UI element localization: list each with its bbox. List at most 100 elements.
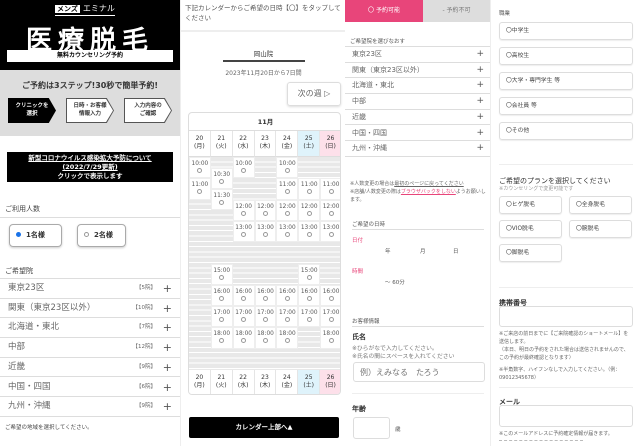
- next-week-button[interactable]: 次の週 ▷: [287, 82, 341, 106]
- plus-icon[interactable]: +: [476, 111, 484, 122]
- browser-back-link[interactable]: ブラウザバックをしない: [400, 189, 456, 195]
- step-label: 日時・お客様: [73, 103, 107, 109]
- note-text: ようお願いします。: [350, 189, 486, 203]
- time-slot[interactable]: 17:00: [232, 306, 255, 328]
- region-row[interactable]: 近畿 【9院】 +: [0, 358, 180, 378]
- time-slot[interactable]: 18:00: [232, 327, 255, 349]
- covid-notice-button[interactable]: 新型コロナウイルス感染拡大予防について (2022/7/29更新) クリックで表…: [7, 152, 173, 182]
- time-slot[interactable]: 16:00: [210, 284, 233, 307]
- job-option[interactable]: 〇会社員 等: [499, 97, 633, 115]
- plus-icon[interactable]: +: [162, 301, 172, 315]
- job-option[interactable]: 〇高校生: [499, 47, 633, 65]
- job-option[interactable]: 〇中学生: [499, 22, 633, 40]
- time-slot[interactable]: 16:00: [298, 284, 321, 307]
- region-row[interactable]: 中国・四国 【6院】 +: [0, 378, 180, 397]
- plan-option[interactable]: 〇ヒゲ脱毛: [499, 196, 562, 214]
- step-label: 情報入力: [78, 111, 101, 117]
- job-option[interactable]: 〇その他: [499, 122, 633, 140]
- region-row[interactable]: 中部 【12院】 +: [0, 338, 180, 358]
- time-slot[interactable]: 17:00: [298, 306, 321, 328]
- time-slot[interactable]: 16:00: [276, 284, 299, 307]
- time-slot[interactable]: 15:00: [298, 263, 321, 285]
- time-slot[interactable]: 11:30: [210, 188, 233, 211]
- clinic-name: 岡山院: [253, 50, 274, 58]
- region-row[interactable]: 九州・沖縄 【9院】 +: [0, 397, 180, 417]
- day-weekday: (月): [194, 143, 205, 150]
- reselect-region-row[interactable]: 北海道・東北 +: [345, 78, 490, 95]
- time-slot[interactable]: 18:00: [254, 327, 277, 349]
- plan-option[interactable]: 〇全身脱毛: [569, 196, 632, 214]
- region-hint: ご希望の地域を選択してください。: [5, 425, 93, 431]
- time-slot[interactable]: 15:00: [210, 263, 233, 285]
- plus-icon[interactable]: +: [162, 400, 172, 414]
- time-slot[interactable]: 18:00: [210, 327, 233, 349]
- mail-input[interactable]: [499, 405, 633, 427]
- time-slot[interactable]: 13:00: [254, 220, 277, 243]
- plan-option[interactable]: 〇脚脱毛: [499, 244, 562, 262]
- time-slot[interactable]: 11:00: [276, 178, 299, 200]
- plus-icon[interactable]: +: [476, 49, 484, 59]
- people-option-2[interactable]: 2名様: [77, 224, 126, 247]
- time-slot[interactable]: 11:00: [298, 178, 321, 200]
- reselect-region-row[interactable]: 東京23区 +: [345, 47, 490, 63]
- reselect-region-row[interactable]: 近畿 +: [345, 110, 490, 126]
- region-row[interactable]: 東京23区 【5院】 +: [0, 279, 180, 299]
- page-subtitle: 無料カウンセリング予約: [7, 50, 173, 62]
- plus-icon[interactable]: +: [476, 96, 484, 107]
- time-slot[interactable]: 10:00: [276, 157, 299, 179]
- time-slot[interactable]: 13:00: [298, 220, 321, 243]
- time-slot[interactable]: 11:00: [320, 178, 340, 200]
- plus-icon[interactable]: +: [476, 143, 484, 154]
- time-slot[interactable]: 12:00: [320, 199, 340, 221]
- time-slot[interactable]: 16:00: [254, 284, 277, 307]
- time-slot[interactable]: 10:00: [189, 157, 211, 179]
- slot-time: 13:00: [322, 224, 340, 231]
- reselect-region-row[interactable]: 関東（東京23区以外） +: [345, 63, 490, 79]
- time-slot[interactable]: 17:00: [276, 306, 299, 328]
- time-slot[interactable]: 12:00: [276, 199, 299, 221]
- time-slot[interactable]: 18:00: [320, 327, 340, 349]
- plus-icon[interactable]: +: [476, 127, 484, 138]
- people-option-1[interactable]: 1名様: [9, 224, 62, 247]
- plan-option[interactable]: 〇腕脱毛: [569, 220, 632, 238]
- time-slot[interactable]: 12:00: [232, 199, 255, 221]
- name-input[interactable]: [353, 362, 485, 382]
- day-header: 25 (土): [298, 370, 321, 394]
- plus-icon[interactable]: +: [162, 360, 172, 374]
- reselect-region-row[interactable]: 中部 +: [345, 94, 490, 110]
- time-slot[interactable]: 17:00: [210, 306, 233, 328]
- slot-time: 10:30: [213, 171, 231, 178]
- time-slot[interactable]: 13:00: [276, 220, 299, 243]
- first-page-link[interactable]: 最初のページに戻ってください: [394, 181, 464, 187]
- time-slot[interactable]: 12:00: [254, 199, 277, 221]
- time-slot[interactable]: 13:00: [232, 220, 255, 243]
- plus-icon[interactable]: +: [162, 282, 172, 295]
- region-row[interactable]: 関東（東京23区以外） 【10院】 +: [0, 299, 180, 319]
- job-option[interactable]: 〇大学・専門学生 等: [499, 72, 633, 90]
- phone-input[interactable]: [499, 306, 633, 327]
- time-slot[interactable]: 17:00: [320, 306, 340, 328]
- time-slot[interactable]: 16:00: [232, 284, 255, 307]
- time-slot[interactable]: 13:00: [320, 220, 340, 243]
- plan-option[interactable]: 〇VIO脱毛: [499, 220, 562, 238]
- time-slot[interactable]: 16:00: [320, 284, 340, 307]
- time-slot[interactable]: 17:00: [254, 306, 277, 328]
- plus-icon[interactable]: +: [162, 380, 172, 394]
- time-slot[interactable]: 12:00: [298, 199, 321, 221]
- plus-icon[interactable]: +: [476, 80, 484, 91]
- plus-icon[interactable]: +: [476, 64, 484, 75]
- region-row[interactable]: 北海道・東北 【7院】 +: [0, 318, 180, 338]
- time-slot[interactable]: 18:00: [276, 327, 299, 349]
- reselect-region-row[interactable]: 九州・沖縄 +: [345, 141, 490, 157]
- plus-icon[interactable]: +: [162, 321, 172, 335]
- time-slot[interactable]: 10:00: [232, 157, 255, 179]
- time-slot[interactable]: 10:30: [210, 167, 233, 189]
- plus-icon[interactable]: +: [162, 341, 172, 355]
- time-slot[interactable]: 11:00: [189, 178, 211, 200]
- age-input[interactable]: [353, 417, 390, 439]
- reselect-region-row[interactable]: 中国・四国 +: [345, 126, 490, 142]
- back-to-calendar-top-button[interactable]: カレンダー上部へ▲: [189, 417, 339, 438]
- slot-time: 17:00: [278, 310, 296, 317]
- slot-time: 16:00: [257, 288, 274, 295]
- available-circle-icon: [306, 274, 312, 280]
